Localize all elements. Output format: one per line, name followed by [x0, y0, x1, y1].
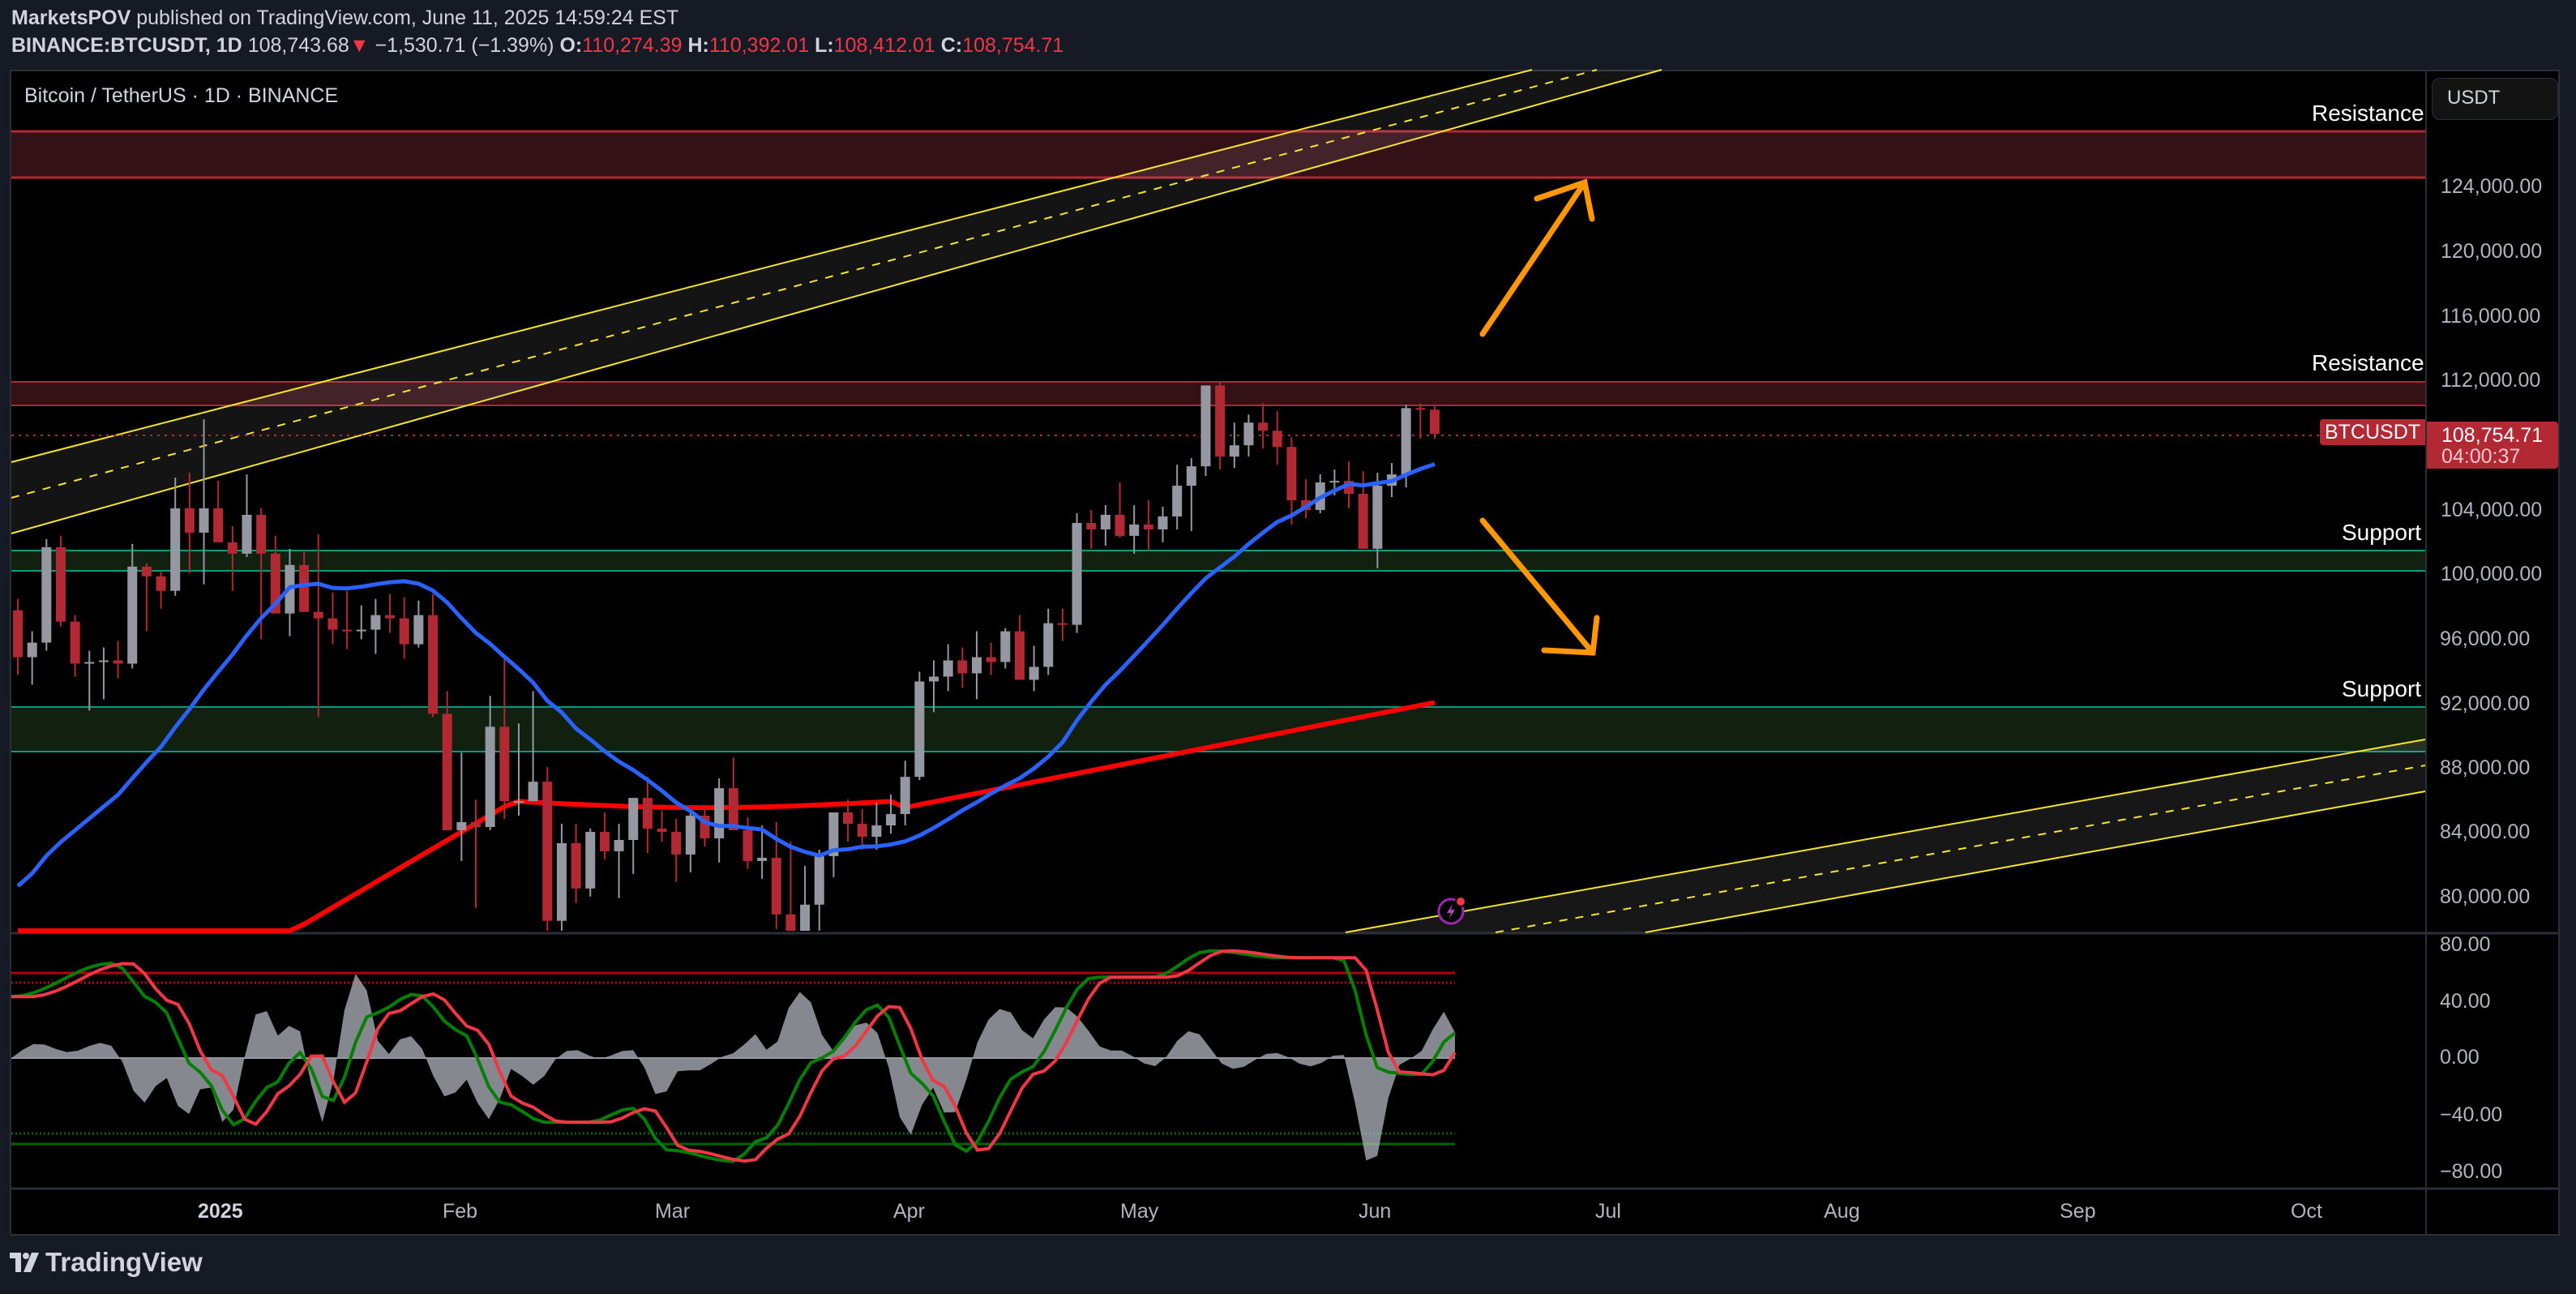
moving-average-slow[interactable]: [18, 700, 1436, 933]
oscillator-histogram: [11, 974, 1455, 1161]
time-tick: Sep: [2060, 1200, 2096, 1223]
symbol-price-tag: BTCUSDT: [2320, 419, 2425, 445]
osc-tick: 40.00: [2440, 990, 2491, 1013]
low-value: 108,412.01: [833, 34, 935, 57]
support-label-lower: Support: [2342, 676, 2422, 701]
price-tick: 112,000.00: [2441, 369, 2541, 392]
last-price-tag: 108,754.71 04:00:37: [2427, 422, 2558, 469]
price-tick: 96,000.00: [2440, 628, 2531, 650]
down-triangle-icon: ▼: [349, 34, 370, 57]
currency-button[interactable]: USDT: [2432, 78, 2558, 120]
time-tick: Jul: [1595, 1200, 1621, 1223]
price-tick: 92,000.00: [2440, 692, 2531, 715]
price-change: −1,530.71 (−1.39%): [374, 34, 554, 57]
oscillator-k-line: [11, 949, 1457, 1163]
support-label-upper: Support: [2342, 520, 2422, 545]
bar-countdown: 04:00:37: [2441, 445, 2521, 468]
close-value: 108,754.71: [962, 34, 1064, 57]
candlestick-series[interactable]: [13, 382, 1440, 931]
oscillator-d-line: [11, 949, 1457, 1163]
parallel-channel-upper[interactable]: [11, 69, 1662, 534]
price-tick: 100,000.00: [2441, 563, 2543, 585]
arrow-up-annotation[interactable]: [1479, 178, 1595, 337]
time-tick-year: 2025: [198, 1200, 243, 1223]
moving-average-fast[interactable]: [16, 462, 1436, 888]
close-label: C:: [940, 34, 963, 57]
flash-alert-icon[interactable]: [1436, 895, 1467, 926]
resistance-label-lower: Resistance: [2312, 350, 2424, 375]
tradingview-brand: TradingView: [45, 1247, 203, 1277]
osc-tick: −80.00: [2440, 1160, 2503, 1183]
resistance-zone-upper[interactable]: [11, 130, 2425, 179]
time-tick: Apr: [893, 1200, 925, 1223]
ohlc-header: BINANCE:BTCUSDT, 1D 108,743.68▼ −1,530.7…: [11, 34, 1063, 58]
osc-tick: −40.00: [2440, 1103, 2503, 1126]
osc-tick: 0.00: [2440, 1046, 2480, 1069]
published-text: published on TradingView.com, June 11, 2…: [136, 6, 679, 29]
oscillator-pane[interactable]: [11, 949, 1457, 1163]
tradingview-logo[interactable]: TradingView: [10, 1247, 203, 1278]
time-tick: Aug: [1824, 1200, 1860, 1223]
price-tick: 88,000.00: [2440, 756, 2531, 779]
price-tick: 104,000.00: [2441, 499, 2543, 521]
last-price-value: 108,754.71: [2441, 424, 2544, 447]
tradingview-logo-icon: [10, 1253, 39, 1272]
low-label: L:: [815, 34, 834, 57]
arrow-down-annotation[interactable]: [1479, 517, 1600, 656]
author-name[interactable]: MarketsPOV: [11, 6, 131, 29]
open-value: 110,274.39: [582, 34, 683, 57]
osc-tick: 80.00: [2440, 933, 2491, 956]
symbol-label: BINANCE:BTCUSDT, 1D: [11, 34, 242, 57]
price-tick: 80,000.00: [2440, 885, 2531, 908]
time-tick: Feb: [443, 1200, 478, 1223]
price-tick: 84,000.00: [2440, 821, 2531, 843]
price-tick: 120,000.00: [2441, 240, 2543, 263]
high-value: 110,392.01: [708, 34, 810, 57]
price-tick: 116,000.00: [2441, 305, 2541, 328]
time-tick: Jun: [1359, 1200, 1392, 1223]
publish-info: MarketsPOV published on TradingView.com,…: [11, 6, 678, 30]
chart-title[interactable]: Bitcoin / TetherUS · 1D · BINANCE: [24, 84, 339, 107]
price-tick: 124,000.00: [2441, 175, 2543, 198]
high-label: H:: [687, 34, 709, 57]
last-price: 108,743.68: [247, 34, 349, 57]
open-label: O:: [559, 34, 583, 57]
resistance-label-upper: Resistance: [2312, 101, 2424, 126]
time-tick: Oct: [2291, 1200, 2322, 1223]
time-tick: May: [1120, 1200, 1159, 1223]
parallel-channel-lower[interactable]: [1345, 739, 2426, 933]
time-tick: Mar: [655, 1200, 691, 1223]
